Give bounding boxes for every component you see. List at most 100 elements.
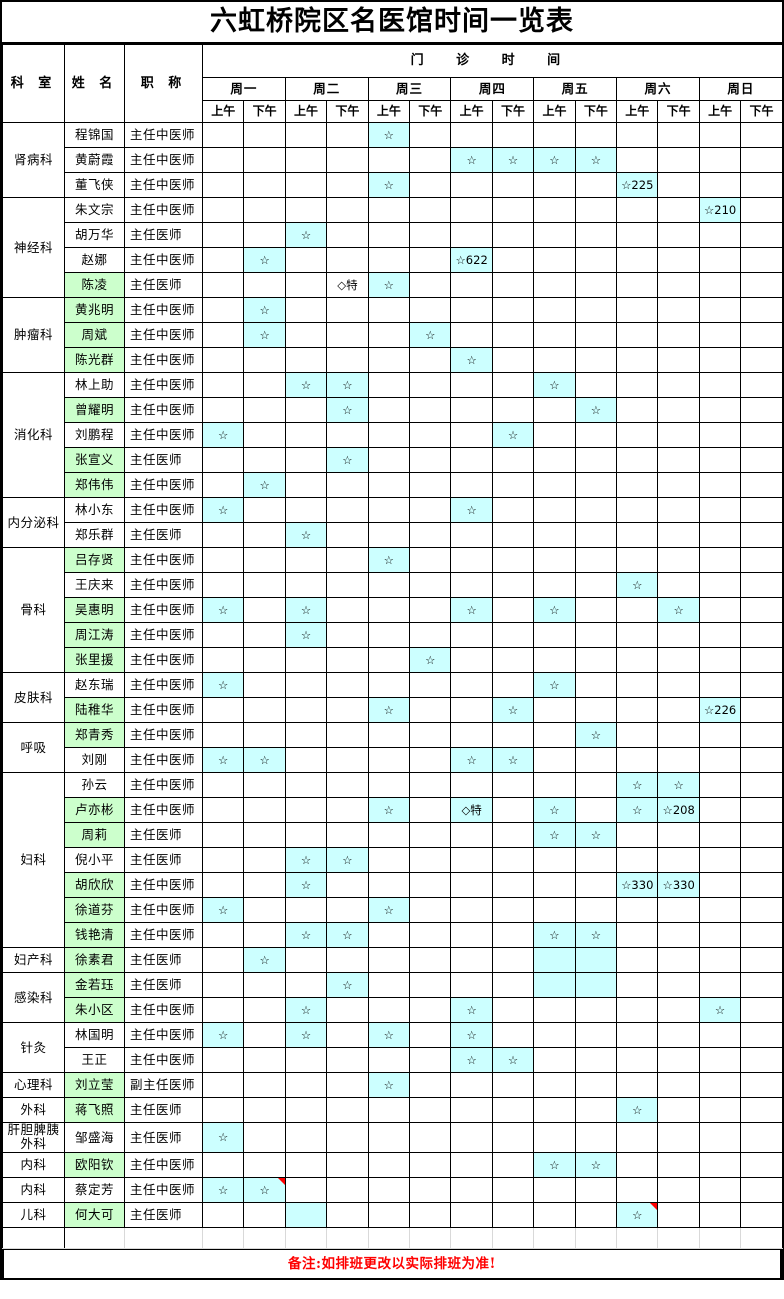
shift-cell[interactable]	[201, 172, 245, 198]
shift-cell[interactable]	[201, 447, 245, 473]
shift-cell[interactable]	[698, 947, 742, 973]
shift-cell[interactable]: ☆	[533, 672, 576, 698]
shift-cell[interactable]	[740, 472, 783, 498]
shift-cell[interactable]	[491, 922, 535, 948]
shift-cell[interactable]	[409, 1176, 452, 1203]
shift-cell[interactable]	[533, 897, 576, 923]
shift-cell[interactable]	[326, 997, 369, 1023]
shift-cell[interactable]: ☆330	[657, 872, 700, 898]
shift-cell[interactable]	[698, 1122, 742, 1153]
shift-cell[interactable]	[533, 397, 576, 423]
shift-cell[interactable]	[657, 122, 700, 148]
shift-cell[interactable]	[616, 547, 659, 573]
shift-cell[interactable]	[409, 822, 452, 848]
shift-cell[interactable]	[491, 847, 535, 873]
shift-cell[interactable]	[574, 447, 618, 473]
shift-cell[interactable]	[284, 772, 328, 798]
shift-cell[interactable]	[326, 622, 369, 648]
shift-cell[interactable]	[533, 972, 576, 998]
shift-cell[interactable]	[243, 122, 286, 148]
shift-cell[interactable]	[616, 372, 659, 398]
shift-cell[interactable]	[657, 1047, 700, 1073]
shift-cell[interactable]	[243, 197, 286, 223]
shift-cell[interactable]	[243, 372, 286, 398]
shift-cell[interactable]	[616, 897, 659, 923]
shift-cell[interactable]	[284, 422, 328, 448]
shift-cell[interactable]	[740, 772, 783, 798]
shift-cell[interactable]	[740, 697, 783, 723]
shift-cell[interactable]	[201, 647, 245, 673]
shift-cell[interactable]	[574, 972, 618, 998]
shift-cell[interactable]	[698, 822, 742, 848]
shift-cell[interactable]	[326, 872, 369, 898]
shift-cell[interactable]: ☆	[616, 1201, 659, 1228]
shift-cell[interactable]	[533, 347, 576, 373]
shift-cell[interactable]	[284, 572, 328, 598]
shift-cell[interactable]: ☆	[326, 847, 369, 873]
shift-cell[interactable]	[740, 172, 783, 198]
shift-cell[interactable]	[698, 372, 742, 398]
shift-cell[interactable]	[284, 272, 328, 298]
shift-cell[interactable]	[409, 1072, 452, 1098]
shift-cell[interactable]	[367, 1122, 411, 1153]
shift-cell[interactable]	[698, 722, 742, 748]
shift-cell[interactable]	[740, 297, 783, 323]
shift-cell[interactable]	[574, 647, 618, 673]
shift-cell[interactable]	[409, 847, 452, 873]
shift-cell[interactable]	[574, 672, 618, 698]
shift-cell[interactable]	[740, 822, 783, 848]
shift-cell[interactable]	[616, 272, 659, 298]
shift-cell[interactable]: ☆225	[616, 172, 659, 198]
shift-cell[interactable]	[409, 1047, 452, 1073]
shift-cell[interactable]	[657, 1072, 700, 1098]
shift-cell[interactable]	[616, 997, 659, 1023]
shift-cell[interactable]	[326, 122, 369, 148]
shift-cell[interactable]	[574, 872, 618, 898]
shift-cell[interactable]	[284, 1201, 328, 1228]
shift-cell[interactable]	[243, 622, 286, 648]
shift-cell[interactable]: ☆	[450, 347, 493, 373]
shift-cell[interactable]	[326, 647, 369, 673]
shift-cell[interactable]	[409, 1097, 452, 1123]
shift-cell[interactable]	[201, 472, 245, 498]
shift-cell[interactable]	[740, 247, 783, 273]
shift-cell[interactable]	[533, 1201, 576, 1228]
shift-cell[interactable]: ☆	[409, 322, 452, 348]
shift-cell[interactable]: ☆	[326, 972, 369, 998]
shift-cell[interactable]	[326, 822, 369, 848]
shift-cell[interactable]	[698, 522, 742, 548]
shift-cell[interactable]	[533, 172, 576, 198]
shift-cell[interactable]: ☆	[201, 672, 245, 698]
shift-cell[interactable]	[450, 1176, 493, 1203]
shift-cell[interactable]	[326, 1176, 369, 1203]
shift-cell[interactable]	[326, 797, 369, 823]
shift-cell[interactable]	[326, 472, 369, 498]
shift-cell[interactable]	[698, 572, 742, 598]
shift-cell[interactable]	[201, 1201, 245, 1228]
shift-cell[interactable]	[450, 447, 493, 473]
shift-cell[interactable]: ☆	[491, 147, 535, 173]
shift-cell[interactable]: ☆210	[698, 197, 742, 223]
shift-cell[interactable]	[409, 1151, 452, 1178]
shift-cell[interactable]	[243, 447, 286, 473]
shift-cell[interactable]	[450, 1122, 493, 1153]
shift-cell[interactable]	[243, 347, 286, 373]
shift-cell[interactable]	[491, 1097, 535, 1123]
shift-cell[interactable]	[450, 1072, 493, 1098]
shift-cell[interactable]	[740, 522, 783, 548]
shift-cell[interactable]	[367, 872, 411, 898]
shift-cell[interactable]	[450, 822, 493, 848]
shift-cell[interactable]	[409, 872, 452, 898]
shift-cell[interactable]	[657, 397, 700, 423]
shift-cell[interactable]	[657, 647, 700, 673]
shift-cell[interactable]	[243, 147, 286, 173]
shift-cell[interactable]	[616, 247, 659, 273]
shift-cell[interactable]	[657, 722, 700, 748]
shift-cell[interactable]	[409, 397, 452, 423]
shift-cell[interactable]	[367, 497, 411, 523]
shift-cell[interactable]	[740, 747, 783, 773]
shift-cell[interactable]	[491, 947, 535, 973]
shift-cell[interactable]	[657, 322, 700, 348]
shift-cell[interactable]	[657, 822, 700, 848]
shift-cell[interactable]	[367, 322, 411, 348]
